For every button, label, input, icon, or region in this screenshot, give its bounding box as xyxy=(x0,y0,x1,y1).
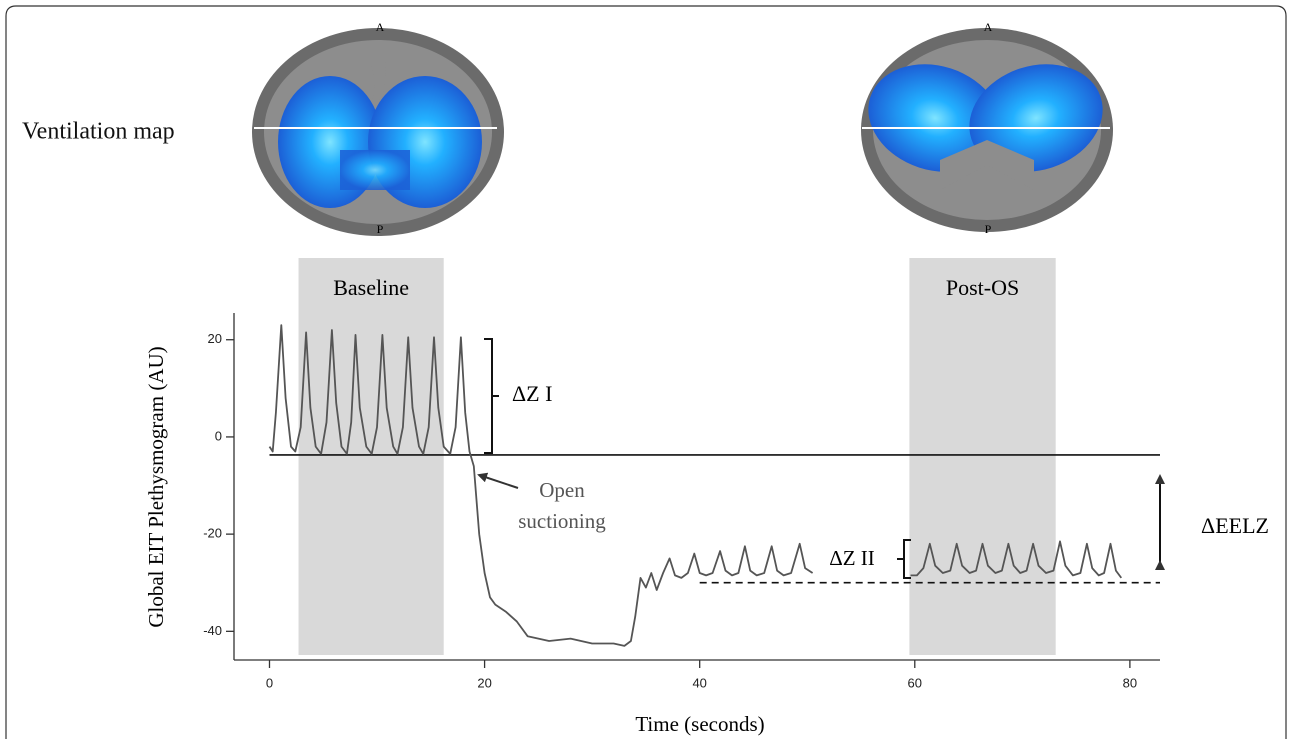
anterior-label: A xyxy=(376,20,385,34)
region-label: Baseline xyxy=(333,275,409,300)
x-tick-label: 40 xyxy=(692,675,706,690)
ventilation-map xyxy=(252,28,504,236)
chart: Baseline Post-OS -40 -20 0 20 0 20 40 60 80 xyxy=(203,258,1160,690)
y-tick-label: 0 xyxy=(215,428,222,443)
bracket xyxy=(484,338,499,454)
anterior-label: A xyxy=(984,20,993,34)
annotation: Open xyxy=(539,478,585,502)
x-tick-label: 80 xyxy=(1123,675,1137,690)
annotation: ΔZ I xyxy=(512,381,552,406)
annotation: ΔZ II xyxy=(829,546,875,570)
y-axis-label: Global EIT Plethysmogram (AU) xyxy=(144,346,168,627)
bracket xyxy=(897,539,911,579)
region xyxy=(909,258,1056,655)
map-label: Ventilation map xyxy=(22,119,175,145)
arrow xyxy=(477,472,519,489)
posterior-label: P xyxy=(985,222,992,236)
x-tick-label: 0 xyxy=(266,675,273,690)
frame xyxy=(5,5,1287,739)
trace xyxy=(268,324,1123,647)
y-tick-label: -20 xyxy=(203,526,222,541)
posterior-label: P xyxy=(377,222,384,236)
y-tick-label: 20 xyxy=(208,331,222,346)
x-tick-label: 60 xyxy=(908,675,922,690)
x-tick-label: 20 xyxy=(477,675,491,690)
ventilation-map xyxy=(861,28,1113,232)
region xyxy=(298,258,444,655)
annotation: suctioning xyxy=(518,509,606,533)
region-label: Post-OS xyxy=(946,275,1019,300)
y-tick-label: -40 xyxy=(203,623,222,638)
x-axis-label: Time (seconds) xyxy=(635,712,764,736)
annotation: ΔEELZ xyxy=(1201,513,1269,538)
